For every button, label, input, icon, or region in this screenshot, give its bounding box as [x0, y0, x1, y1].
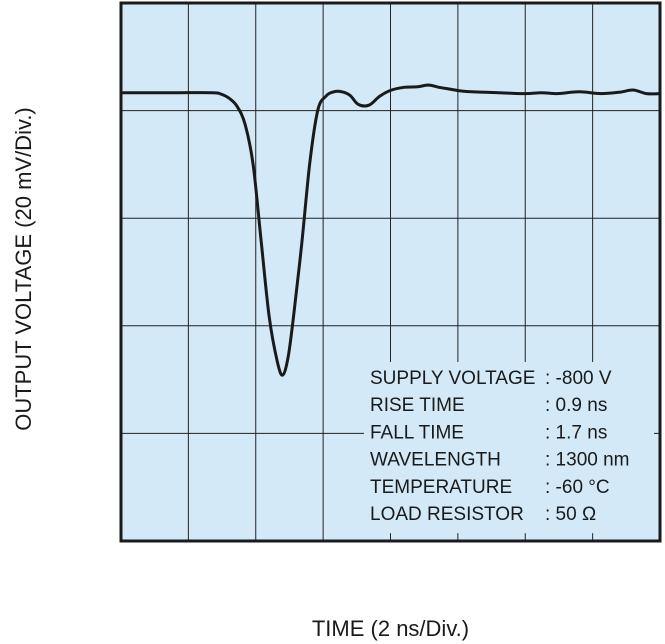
annotation-value: : 1300 nm [545, 450, 630, 471]
output-voltage-line [119, 83, 662, 377]
annotation-value: : -800 V [545, 368, 612, 389]
annotation-value: : -60 °C [545, 477, 610, 498]
annotation-box: SUPPLY VOLTAGE : -800 V RISE TIME : 0.9 ns F… [364, 362, 654, 534]
annotation-background [364, 362, 654, 534]
annotation-label: RISE TIME [370, 395, 465, 416]
x-axis-label: TIME (2 ns/Div.) [312, 616, 469, 641]
annotation-label: TEMPERATURE [370, 477, 512, 498]
y-axis-label: OUTPUT VOLTAGE (20 mV/Div.) [11, 107, 36, 431]
annotation-value: : 50 Ω [545, 504, 596, 525]
annotation-label: FALL TIME [370, 422, 464, 443]
annotation-label: SUPPLY VOLTAGE [370, 368, 535, 389]
annotation-value: : 1.7 ns [545, 422, 607, 443]
annotation-label: WAVELENGTH [370, 450, 501, 471]
annotation-label: LOAD RESISTOR [370, 504, 524, 525]
plot-frame [119, 1, 662, 543]
annotation-value: : 0.9 ns [545, 395, 607, 416]
